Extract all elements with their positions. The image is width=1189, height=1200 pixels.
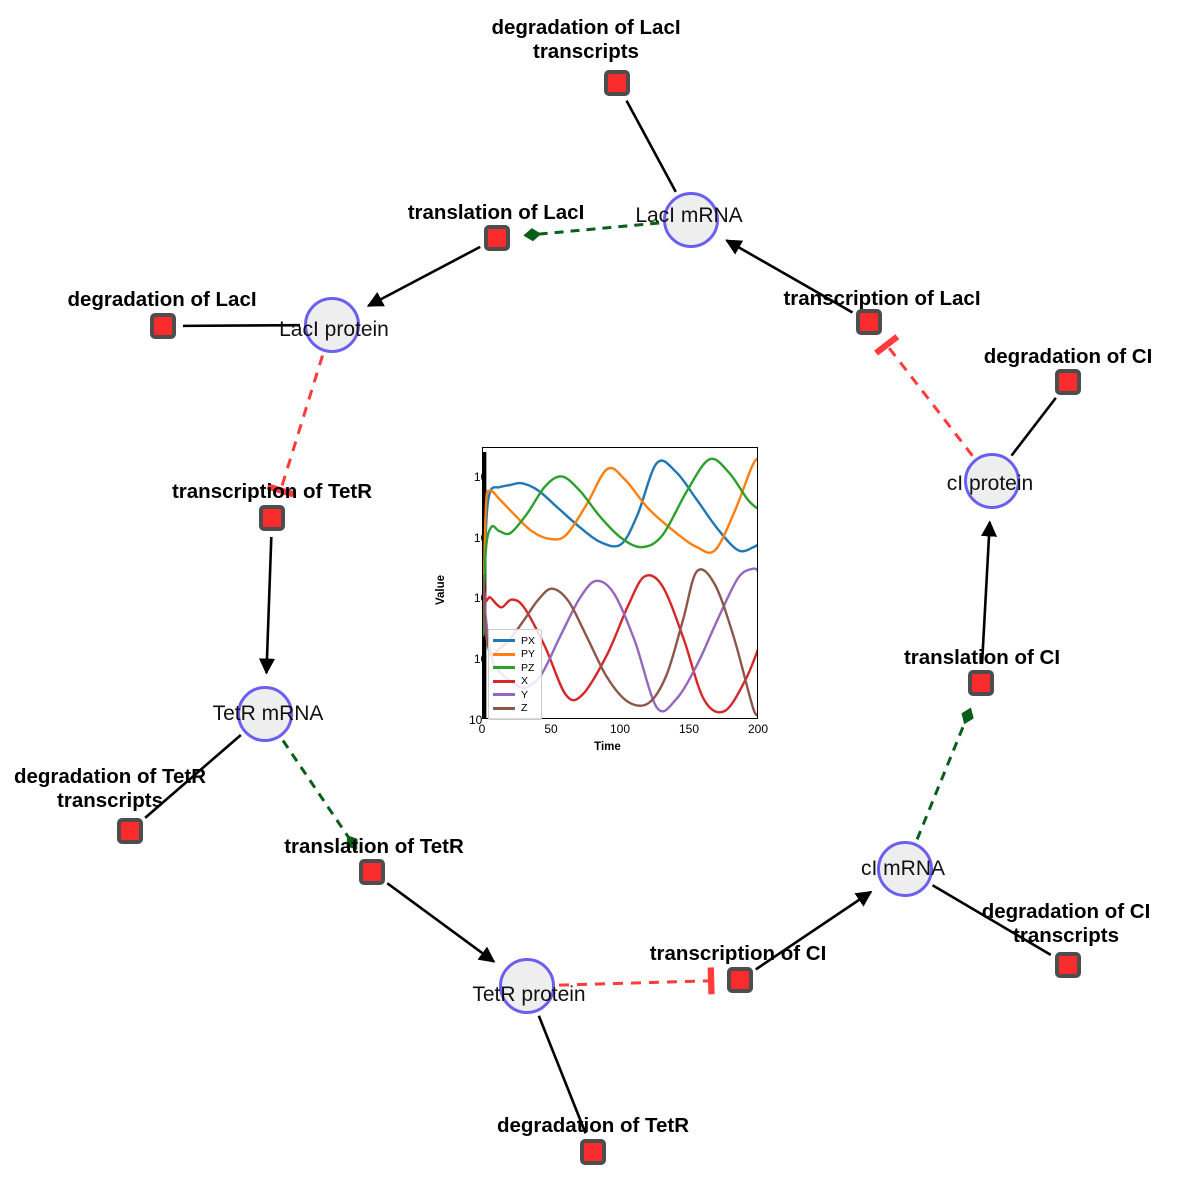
legend-label: PZ	[521, 661, 535, 674]
edge-substrate	[366, 245, 481, 308]
legend-swatch-icon	[493, 706, 515, 710]
edge-substrate	[755, 890, 873, 971]
edge-inhibition	[558, 967, 715, 995]
plot-x-tick: 150	[678, 722, 700, 736]
edge-catalysis	[281, 739, 358, 851]
legend-swatch-icon	[493, 666, 515, 670]
species-node-ci_mrna[interactable]	[877, 841, 933, 897]
reaction-label-deg_ci_transcripts: degradation of CI transcripts	[981, 899, 1151, 947]
species-node-tetr_mrna[interactable]	[237, 686, 293, 742]
reaction-node-transcription_tetr[interactable]	[259, 505, 285, 531]
plot-y-axis-label: Value	[435, 574, 448, 606]
reaction-label-deg_laci: degradation of LacI	[67, 287, 257, 311]
plot-legend: PX PY PZ X Y Z	[488, 629, 543, 720]
edge-catalysis	[523, 221, 660, 242]
reaction-label-deg_tetr: degradation of TetR	[496, 1113, 690, 1137]
edges-group	[144, 99, 1057, 1134]
edge-substrate	[386, 882, 496, 963]
plot-series-PZ	[483, 457, 757, 637]
reaction-node-deg_laci[interactable]	[150, 313, 176, 339]
edge-substrate	[725, 239, 854, 314]
edge-substrate	[182, 323, 301, 328]
legend-swatch-icon	[493, 693, 515, 697]
edge-inhibition	[874, 334, 974, 457]
legend-item-PX: PX	[493, 634, 535, 648]
legend-item-Z: Z	[493, 702, 535, 716]
plot-series-X	[483, 573, 757, 714]
legend-label: Z	[521, 702, 528, 715]
reaction-label-deg_tetr_transcripts: degradation of TetR transcripts	[13, 764, 207, 812]
plot-series-svg	[483, 452, 757, 718]
reaction-node-deg_laci_transcripts[interactable]	[604, 70, 630, 96]
edge-catalysis	[915, 707, 974, 840]
reaction-label-transcription_ci: transcription of CI	[649, 941, 827, 965]
legend-swatch-icon	[493, 639, 515, 643]
reaction-label-translation_ci: translation of CI	[903, 645, 1061, 669]
species-node-ci_protein[interactable]	[964, 453, 1020, 509]
legend-item-PZ: PZ	[493, 661, 535, 675]
plot-series-PX	[483, 459, 757, 637]
legend-swatch-icon	[493, 652, 515, 656]
reaction-node-translation_laci[interactable]	[484, 225, 510, 251]
reaction-node-deg_tetr_transcripts[interactable]	[117, 818, 143, 844]
edge-substrate	[980, 520, 998, 665]
edge-substrate	[258, 536, 276, 675]
species-node-laci_mrna[interactable]	[663, 192, 719, 248]
edge-substrate	[537, 1015, 587, 1134]
plot-x-tick: 100	[609, 722, 631, 736]
legend-label: PY	[521, 648, 536, 661]
plot-x-tick: 0	[478, 722, 486, 736]
reaction-node-transcription_laci[interactable]	[856, 309, 882, 335]
reaction-label-deg_laci_transcripts: degradation of LacI transcripts	[491, 15, 681, 63]
reaction-label-transcription_laci: transcription of LacI	[783, 286, 981, 310]
time-course-inset-plot: Value Time 10−1100101102103 050100150200…	[435, 435, 772, 760]
legend-item-X: X	[493, 675, 535, 689]
edge-substrate	[144, 733, 242, 819]
legend-swatch-icon	[493, 679, 515, 683]
plot-x-tick: 200	[747, 722, 769, 736]
plot-frame	[482, 447, 758, 719]
edge-substrate	[1010, 397, 1057, 457]
plot-x-axis-label: Time	[594, 741, 621, 753]
reaction-node-deg_tetr[interactable]	[580, 1139, 606, 1165]
legend-label: Y	[521, 688, 529, 701]
plot-series-PY	[483, 457, 757, 637]
legend-label: PX	[521, 634, 536, 647]
reaction-node-translation_ci[interactable]	[968, 670, 994, 696]
legend-item-PY: PY	[493, 648, 535, 662]
legend-label: X	[521, 675, 529, 688]
reaction-label-translation_tetr: translation of TetR	[284, 834, 464, 858]
reaction-node-deg_ci[interactable]	[1055, 369, 1081, 395]
reaction-node-deg_ci_transcripts[interactable]	[1055, 952, 1081, 978]
species-node-laci_protein[interactable]	[304, 297, 360, 353]
edge-substrate	[625, 99, 677, 193]
reaction-node-translation_tetr[interactable]	[359, 859, 385, 885]
edge-inhibition	[266, 355, 324, 498]
edge-substrate	[931, 884, 1052, 956]
reaction-label-deg_ci: degradation of CI	[983, 344, 1153, 368]
legend-item-Y: Y	[493, 688, 535, 702]
plot-x-tick: 50	[544, 722, 558, 736]
reaction-node-transcription_ci[interactable]	[727, 967, 753, 993]
species-node-tetr_protein[interactable]	[499, 958, 555, 1014]
reaction-label-transcription_tetr: transcription of TetR	[171, 479, 373, 503]
reaction-label-translation_laci: translation of LacI	[407, 200, 585, 224]
